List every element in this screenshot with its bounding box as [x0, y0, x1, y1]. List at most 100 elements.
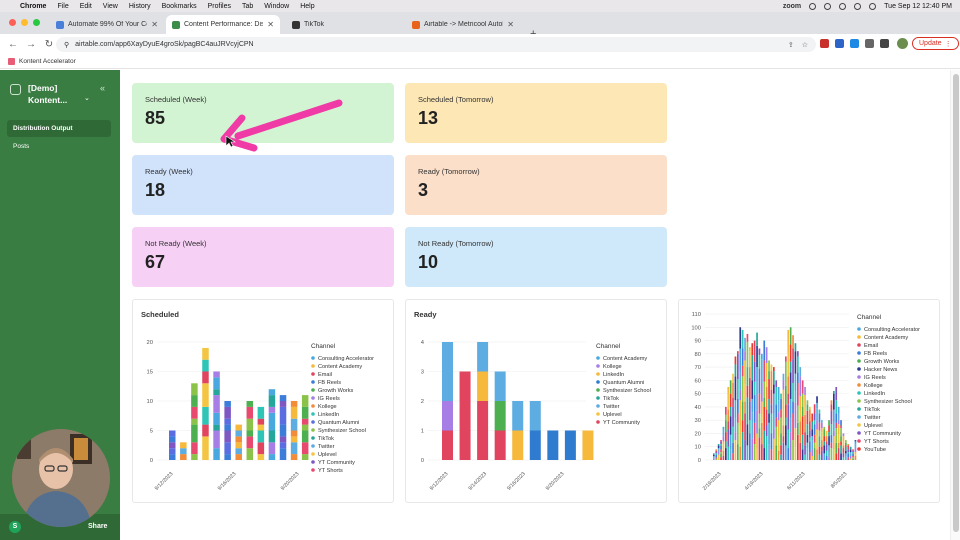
legend-label: Twitter — [864, 415, 881, 421]
bar-segment — [737, 398, 739, 414]
window-controls — [9, 19, 40, 26]
bar-segment — [813, 434, 816, 443]
menu-bookmarks[interactable]: Bookmarks — [161, 2, 197, 10]
update-button[interactable]: Update ⋮ — [912, 37, 959, 50]
chart-card-ready[interactable]: 0 1 2 3 4 9/12/2023 9/14/2023 9/16/2023 9/20/202… — [405, 299, 667, 503]
collapse-sidebar-icon[interactable]: « — [100, 83, 106, 93]
sidebar-header[interactable]: [Demo] Kontent... — [10, 82, 90, 106]
bar-segment — [845, 446, 847, 451]
bookmark-star-icon[interactable]: ☆ — [801, 41, 808, 49]
bar-segment — [835, 400, 838, 414]
bar-segment — [809, 421, 811, 431]
close-tab-icon[interactable]: ✕ — [267, 20, 274, 29]
bar-segment — [787, 393, 790, 405]
card-not-ready-week[interactable]: Not Ready (Week) 67 — [132, 227, 394, 287]
page-scrollbar[interactable] — [950, 70, 960, 540]
bar-segment — [442, 430, 453, 460]
legend-swatch — [857, 327, 861, 331]
menu-tab[interactable]: Tab — [241, 2, 254, 10]
menu-profiles[interactable]: Profiles — [207, 2, 231, 10]
menu-help[interactable]: Help — [300, 2, 315, 10]
battery-icon[interactable] — [869, 2, 877, 10]
card-scheduled-tomorrow[interactable]: Scheduled (Tomorrow) 13 — [405, 83, 667, 143]
profile-avatar[interactable] — [897, 38, 908, 49]
side-panel-icon[interactable] — [880, 39, 889, 48]
card-scheduled-week[interactable]: Scheduled (Week) 85 — [132, 83, 394, 143]
bar-segment — [792, 383, 794, 402]
extension-icon[interactable] — [820, 39, 829, 48]
ready-chart: 0 1 2 3 4 9/12/2023 9/14/2023 9/16/2023 9/20/202… — [421, 340, 651, 492]
menubar-clock[interactable]: Tue Sep 12 12:40 PM — [884, 2, 952, 10]
extensions-puzzle-icon[interactable] — [865, 39, 874, 48]
bar-segment — [734, 432, 737, 441]
bar-segment — [746, 367, 749, 386]
bar-segment — [713, 454, 715, 457]
close-tab-icon[interactable]: ✕ — [151, 20, 158, 29]
card-not-ready-tomorrow[interactable]: Not Ready (Tomorrow) 10 — [405, 227, 667, 287]
bar-segment — [191, 442, 198, 455]
browser-tab[interactable]: Airtable -> Metricool Autolist ✕ — [406, 15, 520, 34]
chart-card-scheduled[interactable]: 0 5 10 15 20 9/12/2023 9/16/2023 9/20/2023 Chann… — [132, 299, 394, 503]
bar-segment — [773, 438, 775, 460]
close-tab-icon[interactable]: ✕ — [507, 20, 514, 29]
zoom-status[interactable]: zoom — [782, 2, 802, 10]
menu-window[interactable]: Window — [264, 2, 290, 10]
site-info-icon[interactable]: ⚲ — [64, 41, 70, 49]
tab-search-chevron-icon[interactable]: ⌄ — [945, 29, 952, 38]
menu-view[interactable]: View — [102, 2, 118, 10]
bookmark-item[interactable]: Kontent Accelerator — [19, 58, 76, 65]
bar-segment — [301, 454, 309, 460]
bar-segment — [268, 412, 276, 431]
menu-app-name[interactable]: Chrome — [20, 2, 47, 10]
legend-label: Growth Works — [864, 359, 900, 365]
scrollbar-thumb[interactable] — [953, 74, 959, 532]
url-text[interactable]: airtable.com/app6XayDyuE4groSk/pagBC4auJ… — [75, 41, 254, 48]
bar-segment — [761, 359, 763, 384]
reload-icon[interactable]: ↻ — [44, 39, 54, 50]
status-icon[interactable] — [824, 2, 832, 10]
share-page-icon[interactable]: ⇪ — [787, 41, 794, 49]
bar-segment — [749, 347, 751, 352]
sidebar-item-distribution-output[interactable]: Distribution Output — [7, 120, 111, 137]
bar-segment — [804, 432, 806, 446]
bar-segment — [442, 342, 453, 401]
bar-segment — [847, 452, 850, 454]
close-window-button[interactable] — [9, 19, 16, 26]
menu-edit[interactable]: Edit — [79, 2, 92, 10]
share-button[interactable]: Share — [88, 523, 108, 530]
tab-title: Content Performance: Distrib — [184, 21, 264, 28]
menu-file[interactable]: File — [57, 2, 69, 10]
extension-icon[interactable] — [850, 39, 859, 48]
status-icon[interactable] — [839, 2, 847, 10]
bar-segment — [777, 437, 780, 451]
card-ready-week[interactable]: Ready (Week) 18 — [132, 155, 394, 215]
sidebar-item-posts[interactable]: Posts — [7, 138, 111, 155]
bar-segment — [837, 413, 840, 421]
update-label: Update — [919, 40, 942, 47]
browser-tab-active[interactable]: Content Performance: Distrib ✕ — [166, 15, 280, 34]
wifi-icon[interactable] — [854, 2, 862, 10]
chevron-down-icon[interactable]: ⌄ — [84, 95, 90, 102]
bar-segment — [739, 348, 742, 373]
browser-tab[interactable]: Automate 99% Of Your Conte ✕ — [50, 15, 164, 34]
legend-label: Hacker News — [864, 367, 897, 373]
menu-history[interactable]: History — [128, 2, 151, 10]
chart-card-channel-history[interactable]: 0 10 20 30 40 50 60 70 80 90 100 110 2/19/2023 4/19/2… — [678, 299, 940, 503]
bar-segment — [720, 449, 722, 453]
zoom-window-button[interactable] — [33, 19, 40, 26]
user-avatar[interactable]: S — [9, 521, 21, 533]
bar-segment — [720, 445, 722, 450]
bar-segment — [828, 432, 830, 437]
legend-swatch — [857, 383, 861, 387]
back-icon[interactable]: ← — [8, 39, 18, 50]
legend-swatch — [857, 399, 861, 403]
bar-segment — [715, 454, 718, 458]
status-icon[interactable] — [809, 2, 817, 10]
extension-icon[interactable] — [835, 39, 844, 48]
address-bar[interactable]: ⚲ airtable.com/app6XayDyuE4groSk/pagBC4a… — [56, 37, 816, 52]
browser-tab[interactable]: TikTok — [286, 15, 400, 34]
minimize-window-button[interactable] — [21, 19, 28, 26]
bar-segment — [813, 424, 816, 435]
forward-icon[interactable]: → — [26, 39, 36, 50]
card-ready-tomorrow[interactable]: Ready (Tomorrow) 3 — [405, 155, 667, 215]
